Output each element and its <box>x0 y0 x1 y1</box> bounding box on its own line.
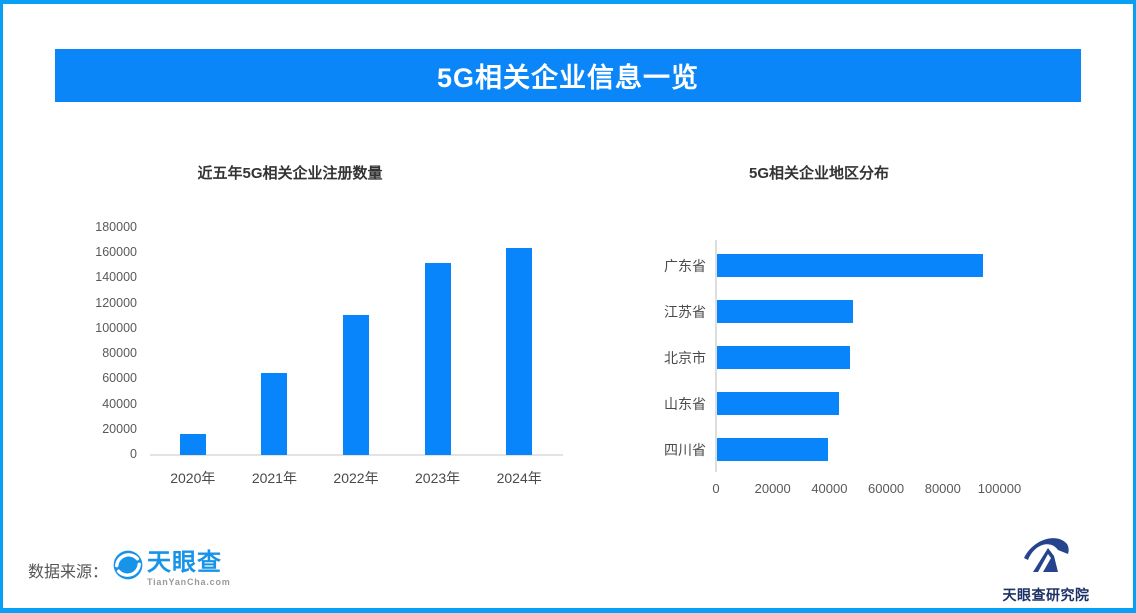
x-axis-tick-label: 0 <box>712 481 720 496</box>
bar-北京市 <box>717 345 851 369</box>
y-axis-tick-label: 0 <box>130 447 137 461</box>
y-axis-tick-label: 80000 <box>102 346 137 361</box>
title-banner: 5G相关企业信息一览 <box>55 49 1081 102</box>
bar-2023年 <box>424 263 451 455</box>
category-label-江苏省: 江苏省 <box>664 304 706 320</box>
institute-logo-text: 天眼查研究院 <box>1002 587 1090 603</box>
tianyancha-logo-text: 天眼查 <box>147 549 222 576</box>
bar-四川省 <box>717 437 828 461</box>
bar-2024年 <box>506 248 533 455</box>
y-axis-tick-label: 120000 <box>95 295 137 310</box>
y-axis-tick-label: 100000 <box>95 320 137 335</box>
y-axis-tick-label: 180000 <box>95 220 137 234</box>
y-axis-tick-label: 160000 <box>95 245 137 260</box>
left-chart-title: 近五年5G相关企业注册数量 <box>197 165 383 182</box>
x-axis-tick-label: 60000 <box>868 481 905 496</box>
bar-广东省 <box>717 253 984 277</box>
x-axis-tick-label: 100000 <box>977 481 1022 496</box>
x-axis-category-label: 2021年 <box>251 470 297 486</box>
bar-2021年 <box>261 373 288 455</box>
bar-山东省 <box>717 391 839 415</box>
category-label-四川省: 四川省 <box>664 442 706 458</box>
y-axis-tick-label: 140000 <box>95 270 137 285</box>
data-source-label: 数据来源： <box>28 564 109 581</box>
page-title: 5G相关企业信息一览 <box>436 63 700 93</box>
tianyancha-logo: 天眼查 TianYanCha.com <box>113 550 231 587</box>
x-axis-category-label: 2020年 <box>170 470 216 486</box>
bar-2020年 <box>179 433 206 455</box>
y-axis-tick-label: 40000 <box>102 396 137 411</box>
x-axis-category-label: 2023年 <box>415 470 461 486</box>
category-label-北京市: 北京市 <box>664 350 706 366</box>
y-axis-tick-label: 20000 <box>102 421 137 436</box>
right-chart-title: 5G相关企业地区分布 <box>748 165 889 182</box>
x-axis-tick-label: 20000 <box>754 481 791 496</box>
tianyancha-logo-subtext: TianYanCha.com <box>147 577 231 587</box>
tianyancha-logo-icon <box>113 550 143 585</box>
x-axis-line <box>150 454 563 456</box>
category-label-广东省: 广东省 <box>664 258 706 274</box>
x-axis-tick-label: 40000 <box>811 481 848 496</box>
category-label-山东省: 山东省 <box>664 396 706 412</box>
x-axis-category-label: 2024年 <box>496 470 542 486</box>
x-axis-tick-label: 80000 <box>924 481 961 496</box>
bar-2022年 <box>343 315 369 455</box>
y-axis-tick-label: 60000 <box>102 371 137 386</box>
institute-logo: 天眼查研究院 <box>998 534 1094 605</box>
bar-江苏省 <box>717 299 854 323</box>
x-axis-category-label: 2022年 <box>333 470 379 486</box>
y-axis-line <box>715 240 717 472</box>
institute-logo-icon <box>1021 534 1071 581</box>
